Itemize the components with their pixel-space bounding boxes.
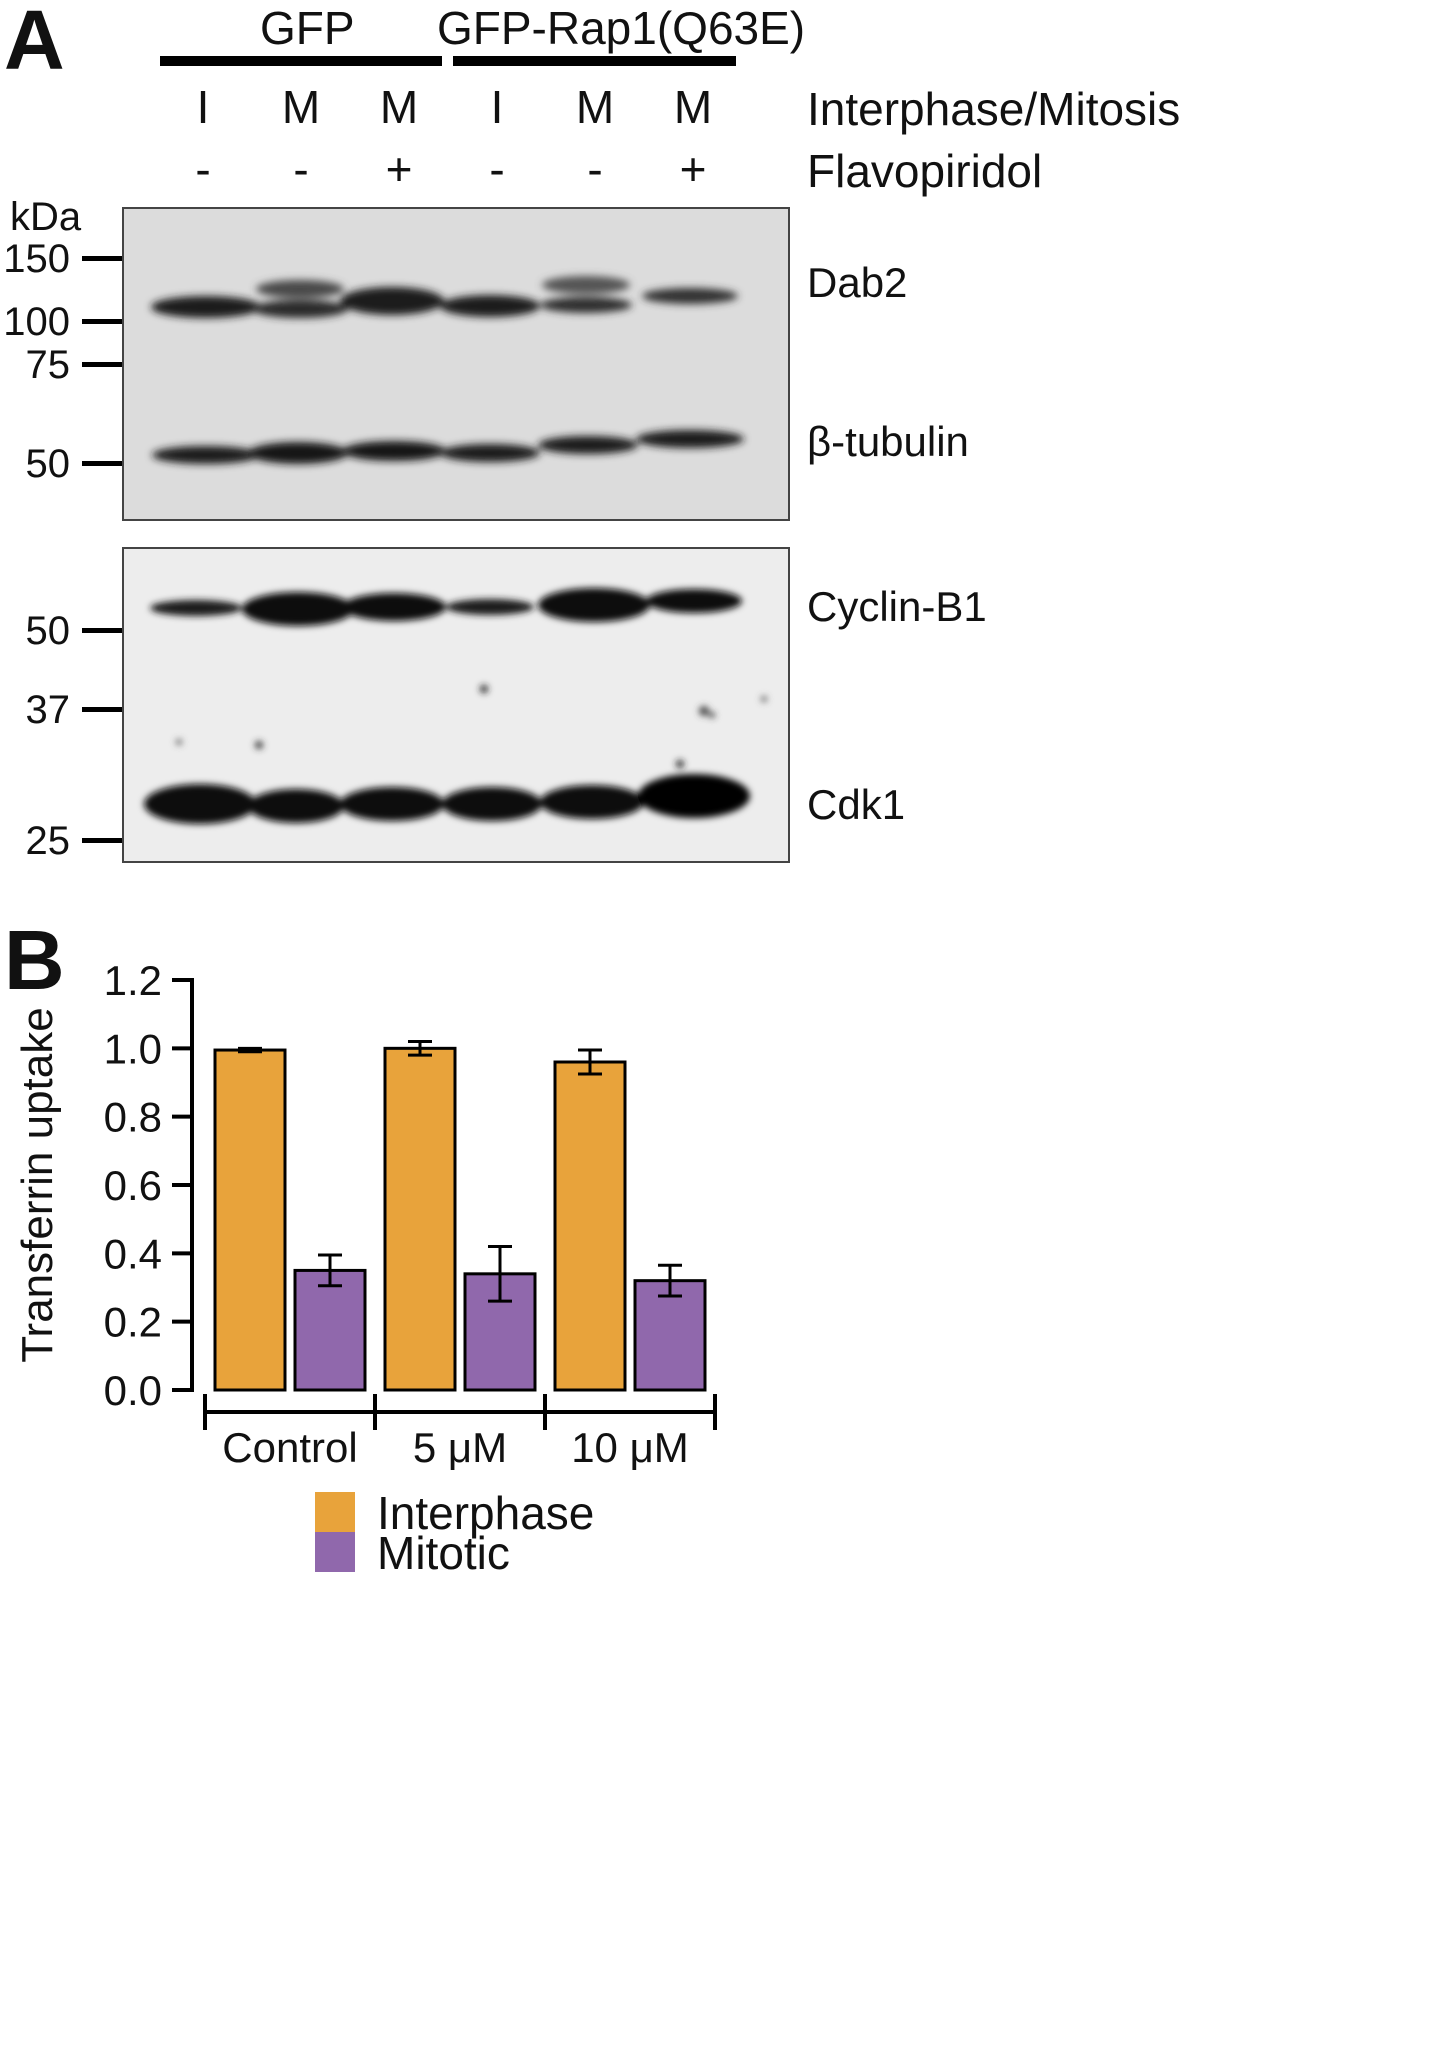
- bar-interphase-2: [553, 1060, 627, 1392]
- legend-swatch-interphase: [315, 1492, 355, 1532]
- y-tick-label: 0.6: [104, 1162, 162, 1209]
- bar-mitotic-0: [293, 1268, 367, 1392]
- bar-interphase-1: [383, 1046, 457, 1392]
- group-bar-gfp: [160, 56, 442, 66]
- lower-western-blot: [122, 547, 790, 863]
- mw-tick-50-lower: [82, 628, 122, 633]
- mw-tick-75: [82, 362, 122, 367]
- band-label-cyclin-b1: Cyclin-B1: [807, 583, 987, 630]
- lane-phase-2: M: [281, 81, 321, 133]
- x-category-label: Control: [222, 1424, 357, 1471]
- bar-interphase-0: [213, 1048, 287, 1392]
- bar-mitotic-2: [633, 1279, 707, 1392]
- y-tick-label: 1.0: [104, 1025, 162, 1072]
- mw-marker-75: 75: [25, 343, 71, 387]
- x-category-label: 10 μM: [571, 1424, 689, 1471]
- y-tick-label: 0.2: [104, 1299, 162, 1346]
- lane-drug-6: +: [679, 143, 707, 195]
- mw-marker-25: 25: [25, 819, 71, 863]
- mw-marker-150: 150: [3, 237, 70, 281]
- mw-marker-50-upper: 50: [25, 442, 71, 486]
- band-label-cdk1: Cdk1: [807, 781, 906, 828]
- lane-drug-4: -: [489, 143, 505, 195]
- panel-b-letter: B: [4, 913, 65, 1007]
- group-label-gfp: GFP: [260, 2, 355, 54]
- group-label-rap1: GFP-Rap1(Q63E): [437, 2, 806, 54]
- phase-row-label: Interphase/Mitosis: [807, 83, 1181, 135]
- mw-tick-150: [82, 256, 122, 261]
- panel-a-letter: A: [4, 0, 65, 87]
- lane-drug-5: -: [587, 143, 603, 195]
- y-axis-label: Transferrin uptake: [13, 1007, 62, 1362]
- mw-marker-50-lower: 50: [25, 609, 71, 653]
- legend-label-interphase: Interphase: [377, 1487, 595, 1539]
- legend-swatch-mitotic: [315, 1532, 355, 1572]
- y-tick-label: 0.0: [104, 1367, 162, 1414]
- upper-blot-bands: [151, 276, 744, 464]
- drug-row-label: Flavopiridol: [807, 145, 1043, 197]
- mw-marker-37: 37: [25, 688, 71, 732]
- lane-phase-3: M: [379, 81, 419, 133]
- y-tick-label: 0.4: [104, 1230, 162, 1277]
- mw-marker-100: 100: [3, 300, 70, 344]
- band-label-beta-tubulin: β-tubulin: [807, 418, 969, 465]
- mw-tick-25: [82, 838, 122, 843]
- y-tick-label: 0.8: [104, 1094, 162, 1141]
- x-category-label: 5 μM: [413, 1424, 507, 1471]
- mw-unit-label: kDa: [10, 195, 82, 239]
- band-label-dab2: Dab2: [807, 259, 908, 306]
- lane-drug-3: +: [385, 143, 413, 195]
- mw-tick-100: [82, 319, 122, 324]
- mw-tick-37: [82, 707, 122, 712]
- y-tick-label: 1.2: [104, 957, 162, 1004]
- lane-phase-4: I: [490, 81, 504, 133]
- lower-blot-bands: [144, 588, 767, 824]
- lane-phase-1: I: [196, 81, 210, 133]
- mw-tick-50-upper: [82, 461, 122, 466]
- legend-label-mitotic: Mitotic: [377, 1527, 510, 1579]
- transferrin-uptake-bar-chart: 0.0 0.2 0.4 0.6 0.8 1.0 1.2 Transferrin uptake C…: [13, 957, 717, 1471]
- group-bar-rap1: [453, 56, 736, 66]
- upper-western-blot: [122, 207, 790, 521]
- lane-phase-5: M: [575, 81, 615, 133]
- lane-phase-6: M: [673, 81, 713, 133]
- lane-drug-2: -: [293, 143, 309, 195]
- lane-drug-1: -: [195, 143, 211, 195]
